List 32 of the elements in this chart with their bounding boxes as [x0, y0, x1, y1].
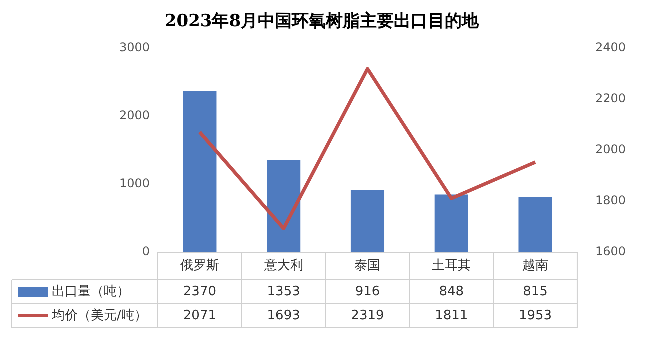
- y2-tick-label: 1800: [595, 194, 626, 208]
- data-label: 848: [439, 284, 464, 300]
- bar: [434, 194, 468, 252]
- bar: [350, 190, 385, 252]
- y-tick-label: 3000: [119, 40, 150, 55]
- data-label: 815: [523, 284, 548, 300]
- data-label: 1953: [518, 308, 552, 324]
- x-tick-label: 泰国: [354, 258, 381, 274]
- legend-label: 出口量（吨）: [52, 284, 130, 300]
- bar: [183, 91, 217, 252]
- y2-tick-label: 2400: [595, 40, 626, 55]
- data-label: 2071: [183, 308, 216, 324]
- x-tick-label: 越南: [522, 258, 549, 274]
- y-tick-label: 2000: [119, 108, 150, 123]
- data-label: 1353: [267, 284, 300, 300]
- y-tick-label: 0: [142, 244, 150, 259]
- bar: [267, 160, 301, 252]
- data-label: 2319: [351, 308, 384, 324]
- y2-tick-label: 1600: [595, 244, 626, 259]
- y2-tick-label: 2000: [595, 142, 626, 157]
- y-tick-label: 1000: [119, 176, 150, 191]
- data-label: 1811: [435, 308, 468, 324]
- data-label: 916: [355, 284, 380, 300]
- y2-tick-label: 2200: [595, 92, 626, 106]
- bar: [518, 196, 552, 252]
- legend-label: 均价（美元/吨）: [51, 307, 148, 324]
- x-tick-label: 意大利: [263, 258, 304, 274]
- data-label: 2370: [183, 284, 216, 300]
- x-tick-label: 土耳其: [432, 258, 472, 274]
- x-tick-label: 俄罗斯: [180, 258, 220, 274]
- data-label: 1693: [267, 308, 300, 324]
- chart-title: 2023年8月中国环氧树脂主要出口目的地: [164, 12, 480, 32]
